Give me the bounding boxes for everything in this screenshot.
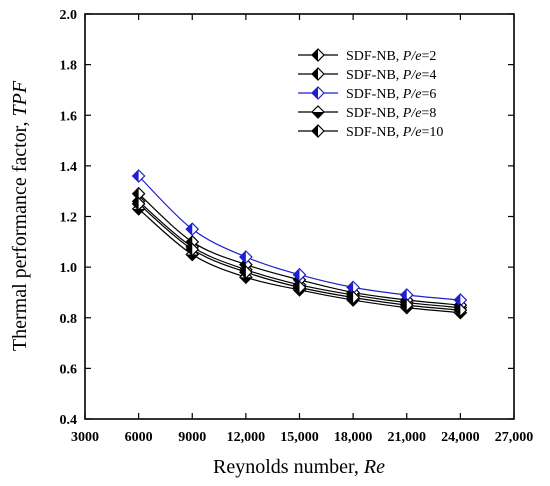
y-tick-label: 0.8	[60, 312, 78, 327]
x-tick-label: 21,000	[388, 430, 427, 445]
y-tick-label: 2.0	[60, 8, 78, 23]
data-point	[292, 280, 307, 295]
series-markers	[131, 169, 468, 320]
legend-item: SDF-NB, P/e=6	[298, 86, 436, 102]
x-tick-label: 27,000	[495, 430, 534, 445]
y-tick-label: 1.8	[60, 59, 78, 74]
x-tick-label: 9000	[178, 430, 206, 445]
y-tick-label: 0.6	[60, 362, 78, 377]
legend-marker	[311, 67, 325, 81]
legend-item: SDF-NB, P/e=2	[298, 48, 436, 64]
data-point	[239, 265, 253, 280]
data-point	[453, 303, 468, 318]
data-point	[346, 290, 360, 305]
legend-label: SDF-NB, P/e=4	[346, 68, 436, 83]
legend: SDF-NB, P/e=2 SDF-NB, P/e=4 SDF-NB, P/e=6 S…	[298, 48, 443, 140]
legend-item: SDF-NB, P/e=4	[298, 67, 436, 83]
legend-item: SDF-NB, P/e=8	[298, 105, 436, 121]
legend-label: SDF-NB, P/e=2	[346, 49, 436, 64]
x-tick-label: 3000	[71, 430, 99, 445]
x-tick-label: 12,000	[227, 430, 266, 445]
y-tick-label: 1.2	[60, 211, 78, 226]
data-point	[185, 242, 200, 257]
y-tick-label: 1.0	[60, 261, 78, 276]
x-tick-label: 6000	[125, 430, 153, 445]
data-point	[131, 196, 146, 211]
data-point	[453, 293, 468, 307]
data-point	[131, 169, 146, 183]
y-tick-label: 1.4	[60, 160, 78, 175]
legend-item: SDF-NB, P/e=10	[298, 124, 443, 140]
plot-frame	[84, 13, 515, 420]
data-point	[292, 267, 307, 282]
legend-label: SDF-NB, P/e=6	[346, 87, 436, 102]
y-axis-title: Thermal performance factor, TPF	[9, 80, 31, 351]
legend-marker	[311, 124, 325, 138]
x-axis: 3000 6000 9000 12,000 15,000 18,000 21,000 24,0…	[71, 14, 533, 445]
legend-marker	[311, 86, 325, 100]
y-tick-label: 1.6	[60, 109, 78, 124]
data-point	[185, 222, 200, 237]
x-tick-label: 18,000	[334, 430, 373, 445]
data-point	[239, 250, 253, 264]
x-axis-title: Reynolds number, Re	[213, 456, 385, 478]
legend-label: SDF-NB, P/e=10	[346, 125, 443, 140]
x-tick-label: 24,000	[441, 430, 480, 445]
y-axis: 0.4 0.6 0.8 1.0 1.2 1.4 1.6 1.8 2.0	[60, 8, 514, 428]
data-point	[399, 298, 414, 312]
legend-marker	[311, 48, 325, 62]
legend-label: SDF-NB, P/e=8	[346, 106, 436, 121]
x-tick-label: 15,000	[280, 430, 319, 445]
y-tick-label: 0.4	[60, 413, 78, 428]
legend-marker	[311, 105, 325, 119]
